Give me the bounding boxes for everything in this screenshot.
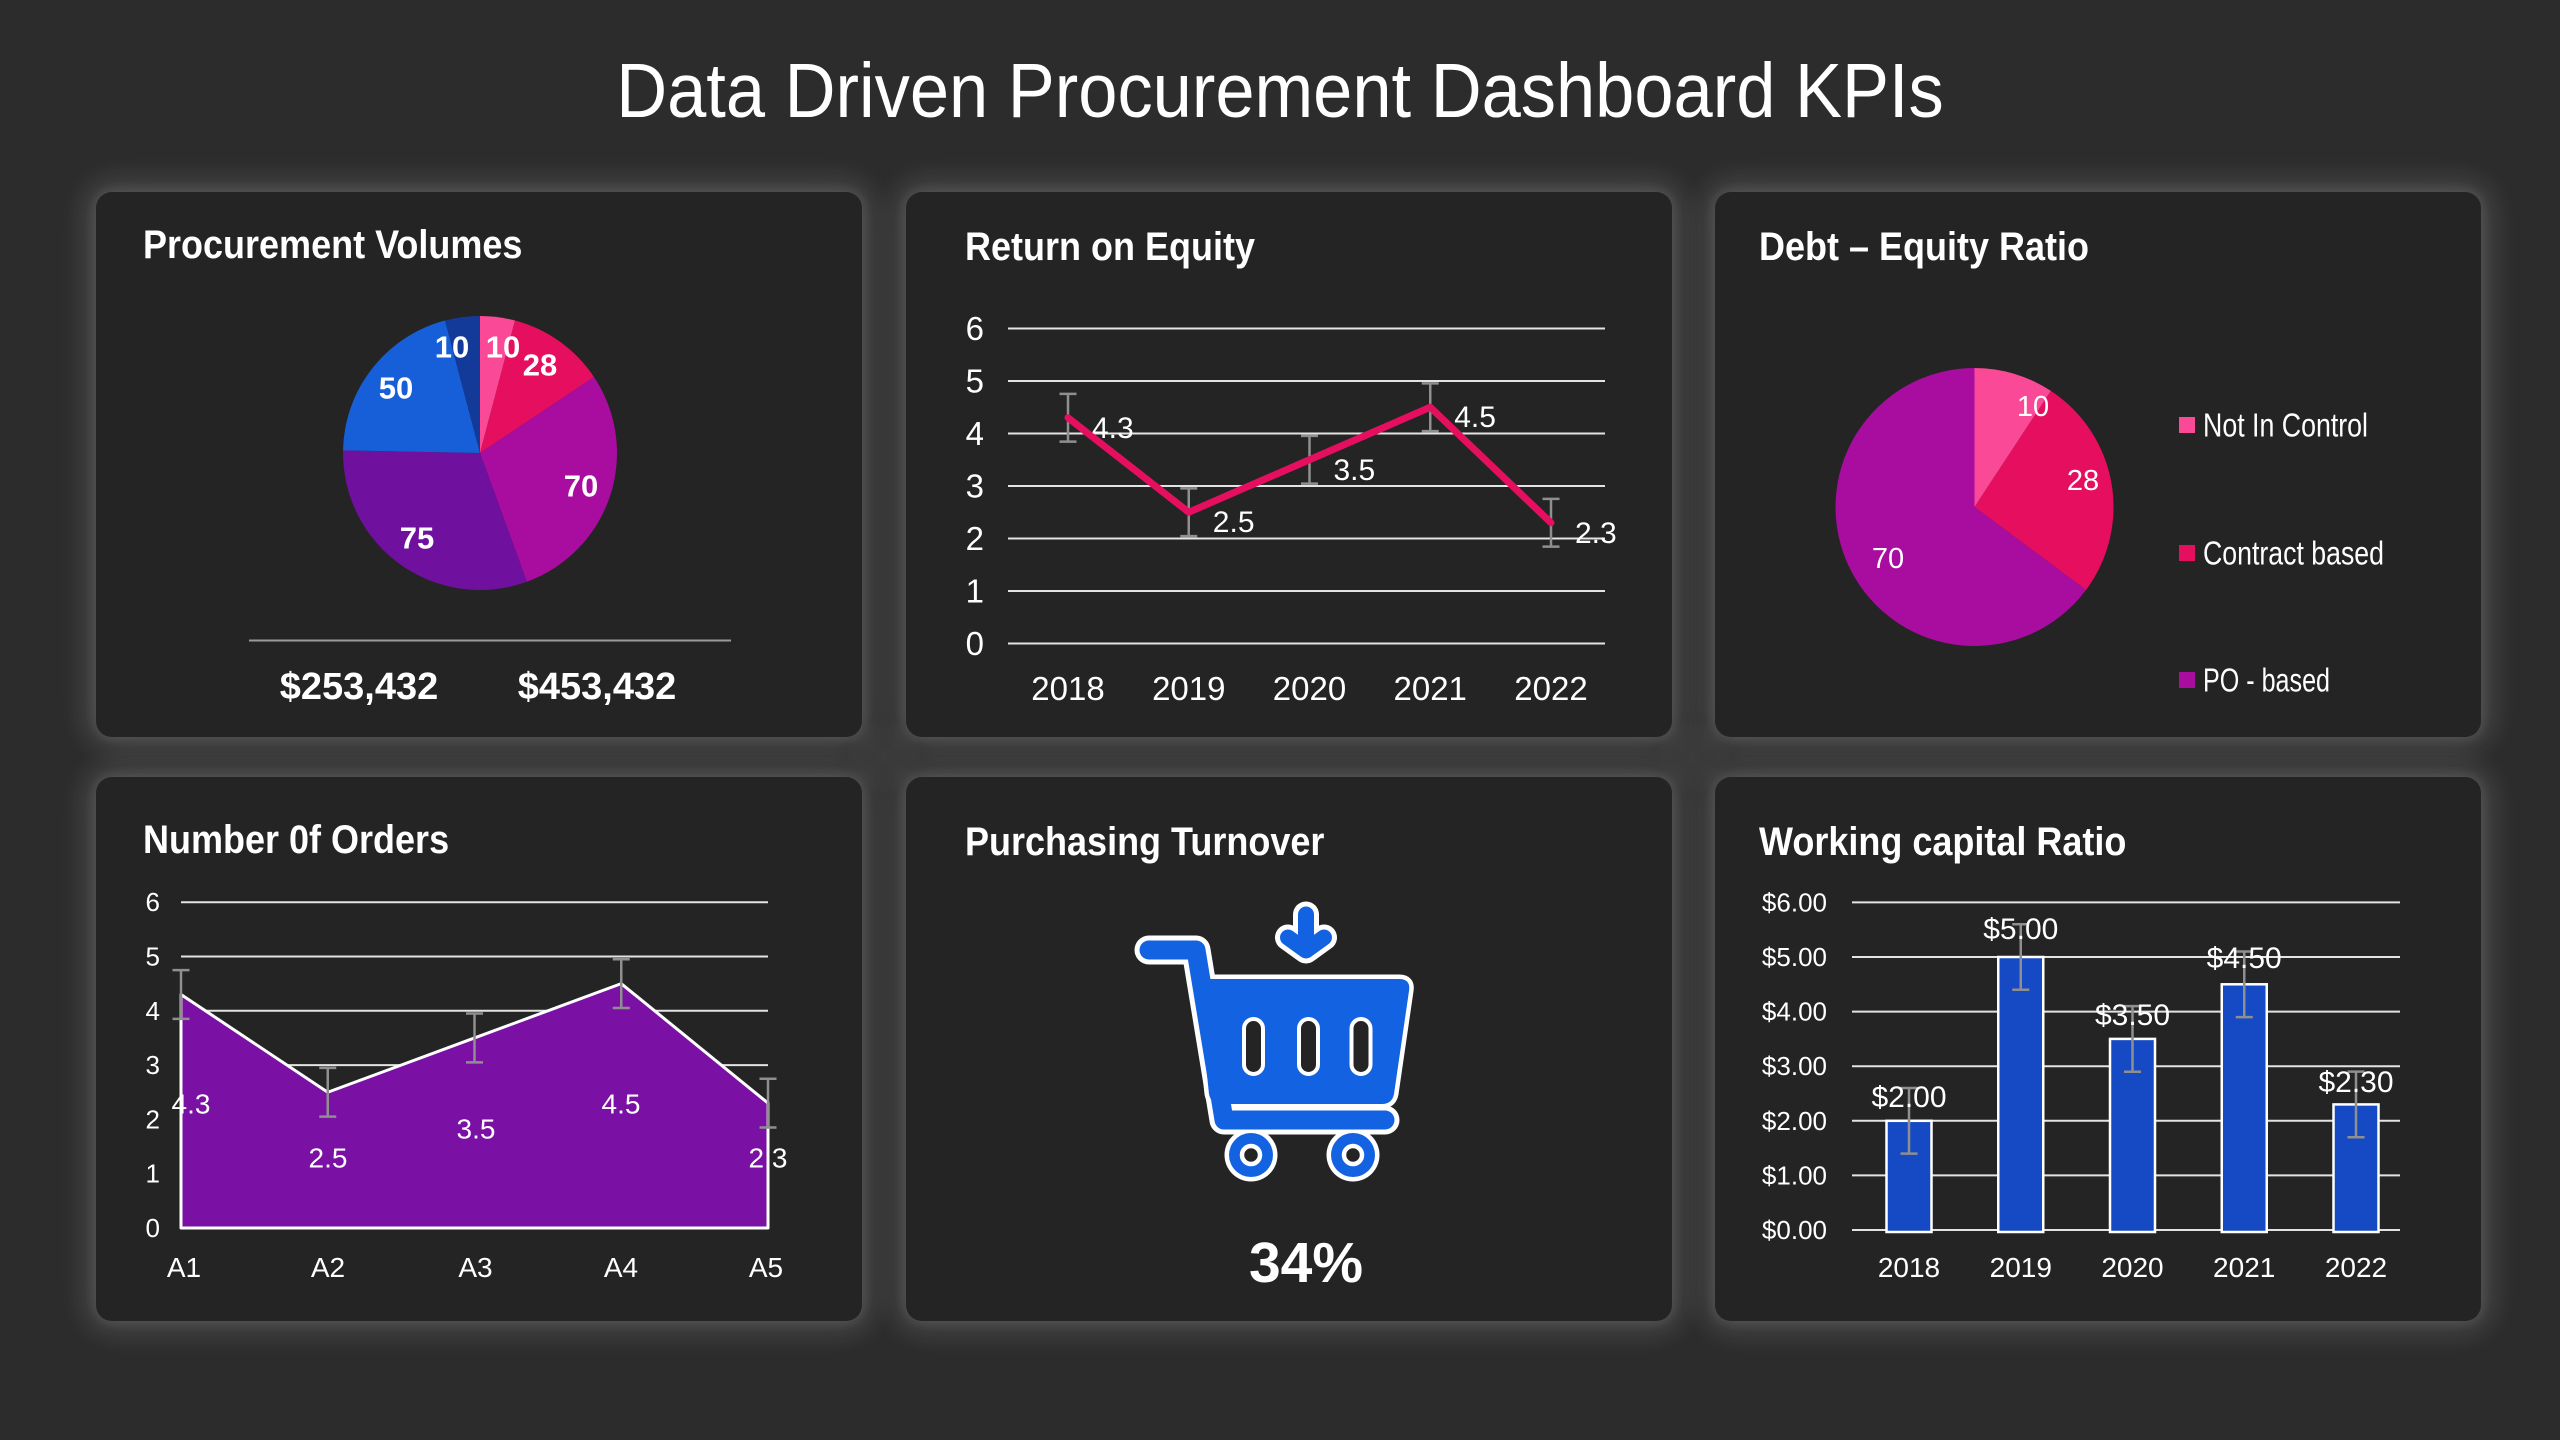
svg-text:$2.00: $2.00 <box>1871 1081 1946 1114</box>
svg-text:4: 4 <box>146 996 160 1026</box>
svg-text:10: 10 <box>435 330 469 365</box>
svg-text:6: 6 <box>146 887 160 917</box>
svg-text:4: 4 <box>966 415 984 452</box>
svg-text:28: 28 <box>2067 465 2099 497</box>
svg-text:PO - based: PO - based <box>2203 662 2330 699</box>
svg-text:2.3: 2.3 <box>1575 517 1617 550</box>
svg-text:2022: 2022 <box>2325 1252 2387 1283</box>
svg-text:$4.00: $4.00 <box>1762 997 1827 1027</box>
svg-text:0: 0 <box>146 1213 160 1243</box>
svg-text:75: 75 <box>400 521 434 556</box>
svg-text:28: 28 <box>523 348 557 383</box>
svg-text:2020: 2020 <box>2101 1252 2163 1283</box>
svg-text:4.5: 4.5 <box>1454 401 1496 434</box>
svg-text:$453,432: $453,432 <box>518 666 677 708</box>
svg-text:4.3: 4.3 <box>172 1089 211 1120</box>
svg-text:3.5: 3.5 <box>457 1114 496 1145</box>
svg-text:2018: 2018 <box>1031 670 1104 707</box>
svg-text:4.3: 4.3 <box>1092 412 1134 445</box>
svg-text:6: 6 <box>966 310 984 347</box>
svg-text:2021: 2021 <box>1393 670 1466 707</box>
svg-text:$253,432: $253,432 <box>280 666 439 708</box>
svg-text:5: 5 <box>966 363 984 400</box>
svg-text:3: 3 <box>966 468 984 505</box>
svg-text:4.5: 4.5 <box>602 1089 641 1120</box>
svg-text:1: 1 <box>966 573 984 610</box>
svg-text:2.5: 2.5 <box>1213 506 1255 539</box>
svg-text:1: 1 <box>146 1159 160 1189</box>
svg-text:Contract based: Contract based <box>2203 535 2384 572</box>
svg-text:A4: A4 <box>604 1252 638 1283</box>
svg-text:$3.00: $3.00 <box>1762 1051 1827 1081</box>
svg-text:2018: 2018 <box>1878 1252 1940 1283</box>
svg-text:2021: 2021 <box>2213 1252 2275 1283</box>
svg-text:2: 2 <box>146 1104 160 1134</box>
svg-text:3: 3 <box>146 1050 160 1080</box>
svg-text:A3: A3 <box>458 1252 492 1283</box>
svg-text:10: 10 <box>2017 391 2049 423</box>
svg-text:2019: 2019 <box>1990 1252 2052 1283</box>
svg-text:0: 0 <box>966 625 984 662</box>
svg-text:34%: 34% <box>1249 1231 1363 1295</box>
svg-text:2022: 2022 <box>1514 670 1587 707</box>
svg-text:70: 70 <box>564 469 598 504</box>
svg-text:2: 2 <box>966 520 984 557</box>
svg-text:50: 50 <box>379 371 413 406</box>
svg-text:2019: 2019 <box>1152 670 1225 707</box>
svg-text:3.5: 3.5 <box>1334 454 1376 487</box>
svg-text:Not In Control: Not In Control <box>2203 407 2368 444</box>
svg-text:$6.00: $6.00 <box>1762 887 1827 917</box>
svg-text:$3.50: $3.50 <box>2095 999 2170 1032</box>
svg-text:$5.00: $5.00 <box>1762 942 1827 972</box>
svg-text:$1.00: $1.00 <box>1762 1160 1827 1190</box>
svg-text:$2.30: $2.30 <box>2318 1066 2393 1099</box>
svg-text:2.5: 2.5 <box>309 1143 348 1174</box>
svg-text:$0.00: $0.00 <box>1762 1215 1827 1245</box>
svg-text:10: 10 <box>486 330 520 365</box>
svg-text:A2: A2 <box>311 1252 345 1283</box>
svg-text:5: 5 <box>146 942 160 972</box>
svg-text:$5.00: $5.00 <box>1983 913 2058 946</box>
svg-text:A5: A5 <box>749 1252 783 1283</box>
svg-text:$4.50: $4.50 <box>2207 942 2282 975</box>
svg-text:2020: 2020 <box>1273 670 1346 707</box>
svg-text:A1: A1 <box>167 1252 201 1283</box>
svg-text:$2.00: $2.00 <box>1762 1106 1827 1136</box>
svg-text:2.3: 2.3 <box>749 1143 788 1174</box>
svg-text:70: 70 <box>1872 543 1904 575</box>
